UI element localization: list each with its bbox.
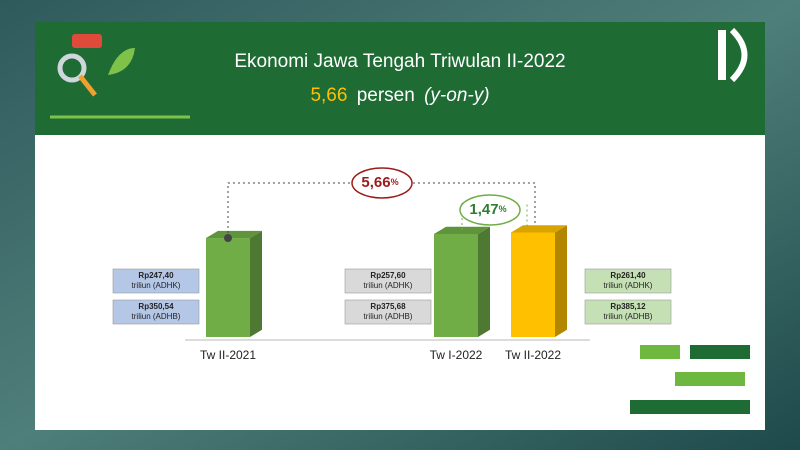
subtitle-value: 5,66 (310, 85, 347, 106)
value-label: Rp261,40 triliun (ADHK) (604, 271, 653, 290)
value-label: Rp247,40 triliun (ADHK) (132, 271, 181, 290)
connector-dot (224, 234, 232, 243)
annotation: 5,66% (361, 174, 398, 191)
logo-bar (718, 30, 726, 80)
bar-side (250, 230, 262, 337)
title: Ekonomi Jawa Tengah Triwulan II-2022 (234, 51, 565, 72)
bar (206, 238, 250, 337)
bar-top (511, 225, 567, 233)
value-box-bg (584, 299, 672, 325)
value-box: Rp261,40 triliun (ADHK) (584, 268, 672, 294)
value-label: Rp385,12 triliun (ADHB) (604, 302, 653, 321)
value-label: Rp257,60 triliun (ADHK) (364, 271, 413, 290)
annotation-unit: % (499, 204, 507, 214)
annotation-value: 1,47 (469, 201, 498, 218)
annotation-value: 5,66 (361, 174, 390, 191)
value-box: Rp350,54 triliun (ADHB) (112, 299, 200, 325)
subtitle: 5,66 persen (y-on-y) (310, 85, 489, 106)
value-box: Rp385,12 triliun (ADHB) (584, 299, 672, 325)
value-box: Rp375,68 triliun (ADHB) (344, 299, 432, 325)
bar (511, 232, 555, 337)
bar (434, 233, 478, 337)
x-tick-label: Tw I-2022 (430, 348, 483, 362)
bar-side (555, 225, 567, 337)
value-label: Rp375,68 triliun (ADHB) (364, 302, 413, 321)
value-box-bg (112, 299, 200, 325)
subtitle-note: (y-on-y) (424, 85, 489, 106)
x-tick-label: Tw II-2021 (200, 348, 256, 362)
bar-top (434, 226, 490, 234)
st-logo (630, 345, 750, 414)
annotation: 1,47% (469, 201, 506, 218)
value-box-bg (584, 268, 672, 294)
logo-arc (729, 27, 748, 83)
annotation-bubble (459, 194, 521, 226)
bar-side (478, 226, 490, 338)
connector-qtq (461, 203, 528, 230)
key-icon (57, 34, 135, 97)
value-box-bg (112, 268, 200, 294)
value-box: Rp257,60 triliun (ADHK) (344, 268, 432, 294)
value-box-bg (344, 268, 432, 294)
annotation-unit: % (391, 177, 399, 187)
subtitle-text: persen (357, 85, 415, 106)
value-label: Rp350,54 triliun (ADHB) (132, 302, 181, 321)
x-tick-label: Tw II-2022 (505, 348, 561, 362)
value-box-bg (344, 299, 432, 325)
annotation-bubble (351, 167, 413, 199)
bar-top (206, 230, 262, 239)
value-box: Rp247,40 triliun (ADHK) (112, 268, 200, 294)
